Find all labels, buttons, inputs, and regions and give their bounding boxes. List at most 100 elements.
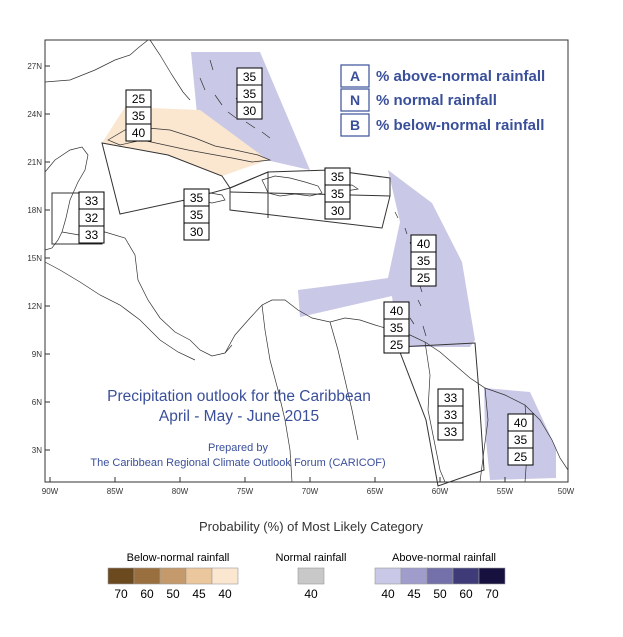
prob-normal: 35: [243, 87, 257, 101]
category-key: A % above-normal rainfall N % normal rai…: [340, 64, 545, 137]
prob-normal: 32: [85, 211, 99, 225]
prob-normal: 35: [390, 321, 404, 335]
normal-scale-swatch: [297, 567, 325, 585]
prob-box: [324, 201, 351, 220]
below-scale-swatch: [211, 567, 239, 585]
prob-box: [78, 225, 105, 244]
below-scale-value: 45: [192, 587, 206, 601]
prob-normal: 35: [190, 208, 204, 222]
prob-above: 33: [444, 391, 458, 405]
lon-label-80w: 80W: [172, 487, 189, 496]
outline-guyana: [397, 342, 485, 487]
legend-normal-label: Normal rainfall: [276, 552, 347, 564]
map-title: Precipitation outlook for the Caribbean: [107, 388, 371, 405]
region-windward: 40 35 25: [383, 301, 410, 354]
prob-below: 25: [514, 450, 528, 464]
key-box-normal: [340, 88, 370, 112]
zone-eastern-caribbean-above: [298, 170, 475, 347]
bahamas-islands: [199, 59, 271, 139]
above-scale-value: 45: [407, 587, 421, 601]
lat-label-9n: 9N: [32, 350, 42, 359]
lat-label-21n: 21N: [27, 158, 42, 167]
region-cuba-east: 25 35 40: [125, 89, 152, 142]
lat-label-24n: 24N: [27, 110, 42, 119]
below-scale-swatch: [185, 567, 213, 585]
region-suriname: 40 35 25: [507, 413, 534, 466]
prob-box: [125, 123, 152, 142]
prob-below: 30: [331, 204, 345, 218]
prob-below: 40: [132, 126, 146, 140]
key-box-below: [340, 113, 370, 137]
below-scale-swatch: [133, 567, 161, 585]
below-scale-swatch: [159, 567, 187, 585]
prob-above: 35: [331, 170, 345, 184]
region-lesser-antilles: 40 35 25: [410, 234, 437, 287]
prob-box: [236, 101, 263, 120]
prob-above: 35: [190, 191, 204, 205]
prob-below: 30: [243, 104, 257, 118]
prob-below: 25: [417, 271, 431, 285]
cuba-coast: [107, 127, 272, 163]
map-period: April - May - June 2015: [159, 408, 319, 425]
above-scale-value: 70: [485, 587, 499, 601]
outline-greater-antilles: [229, 169, 391, 229]
lon-label-75w: 75W: [237, 487, 254, 496]
key-letter-below: B: [350, 117, 360, 133]
below-scale-swatch: [107, 567, 135, 585]
organization: The Caribbean Regional Climate Outlook F…: [90, 457, 385, 469]
prob-normal: 33: [444, 408, 458, 422]
yucatan-coast: [44, 146, 89, 251]
key-letter-above: A: [350, 68, 360, 84]
prob-below: 25: [390, 338, 404, 352]
prob-boxes: 35 35 30 25 35 40 33 32 33 35: [78, 67, 534, 466]
key-box-above: [340, 64, 370, 88]
prob-normal: 35: [132, 109, 146, 123]
lat-label-27n: 27N: [27, 62, 42, 71]
prob-above: 33: [85, 194, 99, 208]
gulf-coast: [44, 54, 131, 83]
lat-label-3n: 3N: [32, 446, 42, 455]
map-frame: 27N 24N 21N 18N 15N 12N 9N 6N 3N 90W 85W…: [27, 39, 575, 496]
above-scale-swatch: [478, 567, 506, 585]
lat-label-6n: 6N: [32, 398, 42, 407]
lat-label-18n: 18N: [27, 206, 42, 215]
lon-label-60w: 60W: [432, 487, 449, 496]
prob-normal: 35: [417, 254, 431, 268]
legend-below-label: Below-normal rainfall: [127, 552, 230, 564]
lon-label-55w: 55W: [497, 487, 514, 496]
region-guyana: 33 33 33: [437, 388, 464, 441]
central-america-coast: [44, 231, 233, 361]
prob-box: [437, 422, 464, 441]
outline-hispaniola-line: [229, 191, 391, 197]
prob-above: 40: [390, 304, 404, 318]
above-scale-swatch: [374, 567, 402, 585]
region-belize: 33 32 33: [78, 191, 105, 244]
below-scale-value: 70: [114, 587, 128, 601]
below-scale-value: 60: [140, 587, 154, 601]
prob-normal: 35: [331, 187, 345, 201]
above-scale-value: 60: [459, 587, 473, 601]
prob-above: 35: [243, 70, 257, 84]
legend-title: Probability (%) of Most Likely Category: [199, 519, 423, 534]
lon-label-70w: 70W: [302, 487, 319, 496]
below-scale-value: 40: [218, 587, 232, 601]
prob-box: [507, 447, 534, 466]
legend-above-swatches: 40 45 50 60 70: [374, 567, 506, 601]
legend-below-swatches: 70 60 50 45 40: [107, 567, 239, 601]
legend-normal-swatches: 40: [297, 567, 325, 601]
key-text-below: % below-normal rainfall: [376, 117, 544, 134]
prepared-by: Prepared by: [208, 442, 268, 454]
outline-split-antilles: [229, 171, 269, 218]
florida-coast: [129, 39, 191, 101]
prob-below: 33: [85, 228, 99, 242]
key-text-above: % above-normal rainfall: [376, 68, 545, 85]
lon-label-50w: 50W: [558, 487, 575, 496]
prob-box: [410, 268, 437, 287]
key-text-normal: % normal rainfall: [376, 92, 497, 109]
above-scale-swatch: [452, 567, 480, 585]
prob-normal: 35: [514, 433, 528, 447]
region-bahamas: 35 35 30: [236, 67, 263, 120]
prob-above: 40: [514, 416, 528, 430]
region-jamaica: 35 35 30: [183, 188, 210, 241]
